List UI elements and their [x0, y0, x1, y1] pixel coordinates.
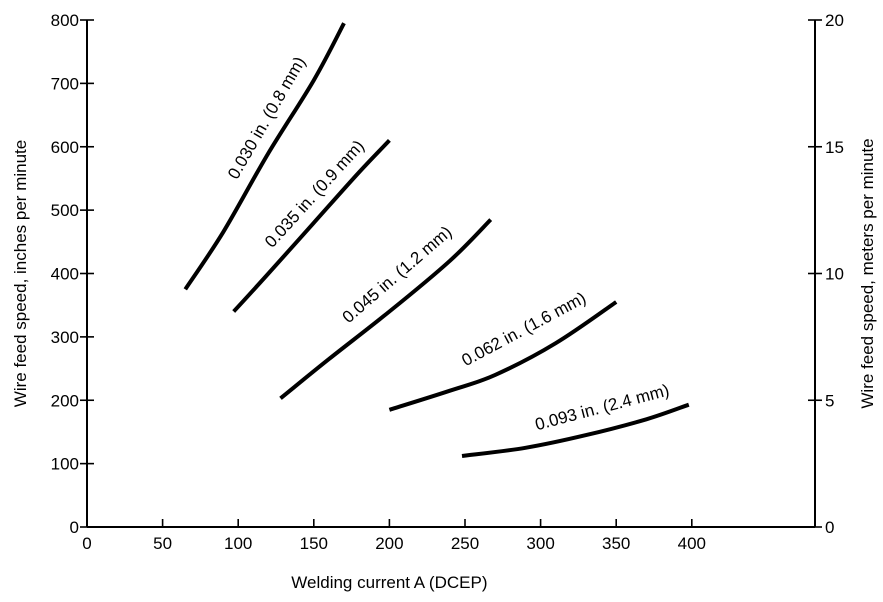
y-tick-label: 800 [51, 11, 79, 30]
x-tick-label: 200 [375, 534, 403, 553]
series-line-2 [232, 139, 391, 313]
y-tick-label: 600 [51, 138, 79, 157]
y-tick-label: 700 [51, 74, 79, 93]
x-tick-label: 250 [451, 534, 479, 553]
series-label-3: 0.045 in. (1.2 mm) [339, 222, 456, 327]
y-tick-label: 0 [70, 518, 79, 537]
left-y-axis-title: Wire feed speed, inches per minute [11, 140, 30, 407]
left-y-axis-ticks: 0 100 200 300 400 500 600 700 800 [51, 11, 94, 537]
series-label-4: 0.062 in. (1.6 mm) [459, 288, 590, 370]
series-line-1 [183, 22, 346, 291]
x-tick-label: 400 [678, 534, 706, 553]
series-label-1: 0.030 in. (0.8 mm) [224, 53, 309, 182]
right-y-axis-title: Wire feed speed, meters per minute [858, 138, 877, 408]
series-label-2: 0.035 in. (0.9 mm) [261, 136, 368, 251]
x-tick-label: 0 [82, 534, 91, 553]
x-tick-label: 50 [153, 534, 172, 553]
right-y-axis-ticks: 0 5 10 15 20 [808, 11, 844, 537]
x-tick-label: 100 [224, 534, 252, 553]
y-tick-label: 100 [51, 455, 79, 474]
series-line-5 [461, 402, 690, 458]
series-line-3 [279, 218, 493, 400]
series-group [183, 22, 690, 458]
y2-tick-label: 5 [825, 391, 834, 410]
x-tick-label: 350 [602, 534, 630, 553]
y2-tick-label: 0 [825, 518, 834, 537]
y2-tick-label: 10 [825, 265, 844, 284]
y-tick-label: 500 [51, 201, 79, 220]
y2-tick-label: 20 [825, 11, 844, 30]
x-tick-label: 150 [300, 534, 328, 553]
x-axis-title: Welding current A (DCEP) [291, 573, 487, 592]
x-tick-label: 300 [526, 534, 554, 553]
series-label-5: 0.093 in. (2.4 mm) [533, 381, 671, 435]
y-tick-label: 400 [51, 265, 79, 284]
series-line-4 [388, 300, 618, 412]
x-axis-ticks: 0 50 100 150 200 250 300 350 400 [82, 519, 706, 553]
y-tick-label: 200 [51, 391, 79, 410]
y2-tick-label: 15 [825, 138, 844, 157]
series-labels: 0.030 in. (0.8 mm)0.035 in. (0.9 mm)0.04… [224, 53, 671, 434]
y-tick-label: 300 [51, 328, 79, 347]
